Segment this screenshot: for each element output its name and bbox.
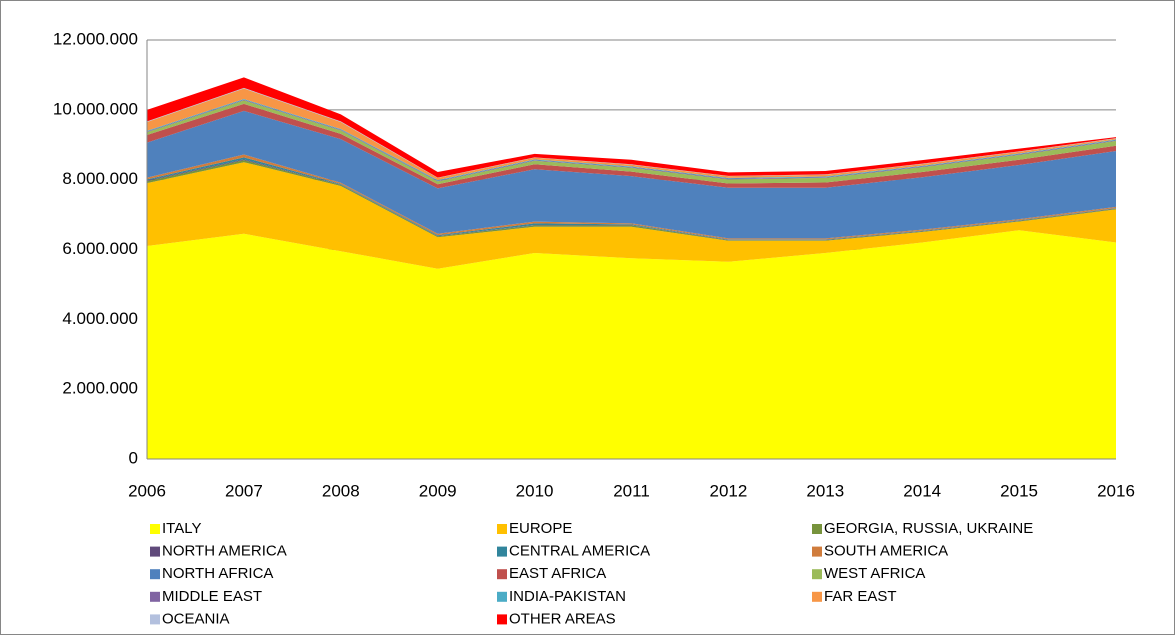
legend-swatch xyxy=(497,546,507,557)
y-tick-label: 6.000.000 xyxy=(62,239,138,258)
y-tick-label: 10.000.000 xyxy=(53,99,138,118)
legend-label: INDIA-PAKISTAN xyxy=(509,588,626,605)
y-tick-label: 8.000.000 xyxy=(62,169,138,188)
y-tick-label: 0 xyxy=(129,448,138,467)
x-tick-label: 2016 xyxy=(1097,481,1135,500)
y-tick-label: 12.000.000 xyxy=(53,29,138,48)
legend-label: GEORGIA, RUSSIA, UKRAINE xyxy=(824,520,1033,537)
area xyxy=(147,162,1116,269)
legend-swatch xyxy=(812,524,822,534)
legend-label: OCEANIA xyxy=(162,610,230,627)
area xyxy=(147,77,1116,178)
y-tick-label: 2.000.000 xyxy=(62,379,138,398)
legend-label: EUROPE xyxy=(509,520,572,537)
legend-swatch xyxy=(150,614,160,625)
legend-swatch xyxy=(150,546,160,557)
x-tick-label: 2010 xyxy=(516,481,554,500)
x-tick-label: 2014 xyxy=(903,481,941,500)
area xyxy=(147,88,1116,181)
x-tick-label: 2011 xyxy=(613,481,650,500)
legend-swatch xyxy=(812,546,822,557)
x-tick-label: 2007 xyxy=(225,481,263,500)
x-tick-label: 2006 xyxy=(128,481,166,500)
legend-swatch xyxy=(150,524,160,534)
area xyxy=(147,230,1116,459)
legend-label: CENTRAL AMERICA xyxy=(509,543,650,560)
x-tick-label: 2009 xyxy=(419,481,457,500)
legend-label: ITALY xyxy=(162,520,201,537)
legend-swatch xyxy=(497,524,507,534)
legend-label: NORTH AMERICA xyxy=(162,543,287,560)
legend-label: FAR EAST xyxy=(824,588,897,605)
legend-label: SOUTH AMERICA xyxy=(824,543,948,560)
legend-swatch xyxy=(497,591,507,602)
x-tick-label: 2012 xyxy=(709,481,747,500)
legend-swatch xyxy=(150,591,160,602)
legend-label: NORTH AFRICA xyxy=(162,565,273,582)
legend-label: MIDDLE EAST xyxy=(162,588,262,605)
legend-swatch xyxy=(497,569,507,580)
area xyxy=(147,110,1116,239)
legend-swatch xyxy=(812,591,822,602)
x-tick-label: 2015 xyxy=(1000,481,1038,500)
x-tick-label: 2008 xyxy=(322,481,360,500)
legend-swatch xyxy=(812,569,822,580)
legend-swatch xyxy=(497,614,507,625)
x-tick-label: 2013 xyxy=(806,481,844,500)
y-tick-label: 4.000.000 xyxy=(62,309,138,328)
legend-label: EAST AFRICA xyxy=(509,565,606,582)
legend-label: OTHER AREAS xyxy=(509,610,616,627)
legend-label: WEST AFRICA xyxy=(824,565,925,582)
legend-swatch xyxy=(150,569,160,580)
